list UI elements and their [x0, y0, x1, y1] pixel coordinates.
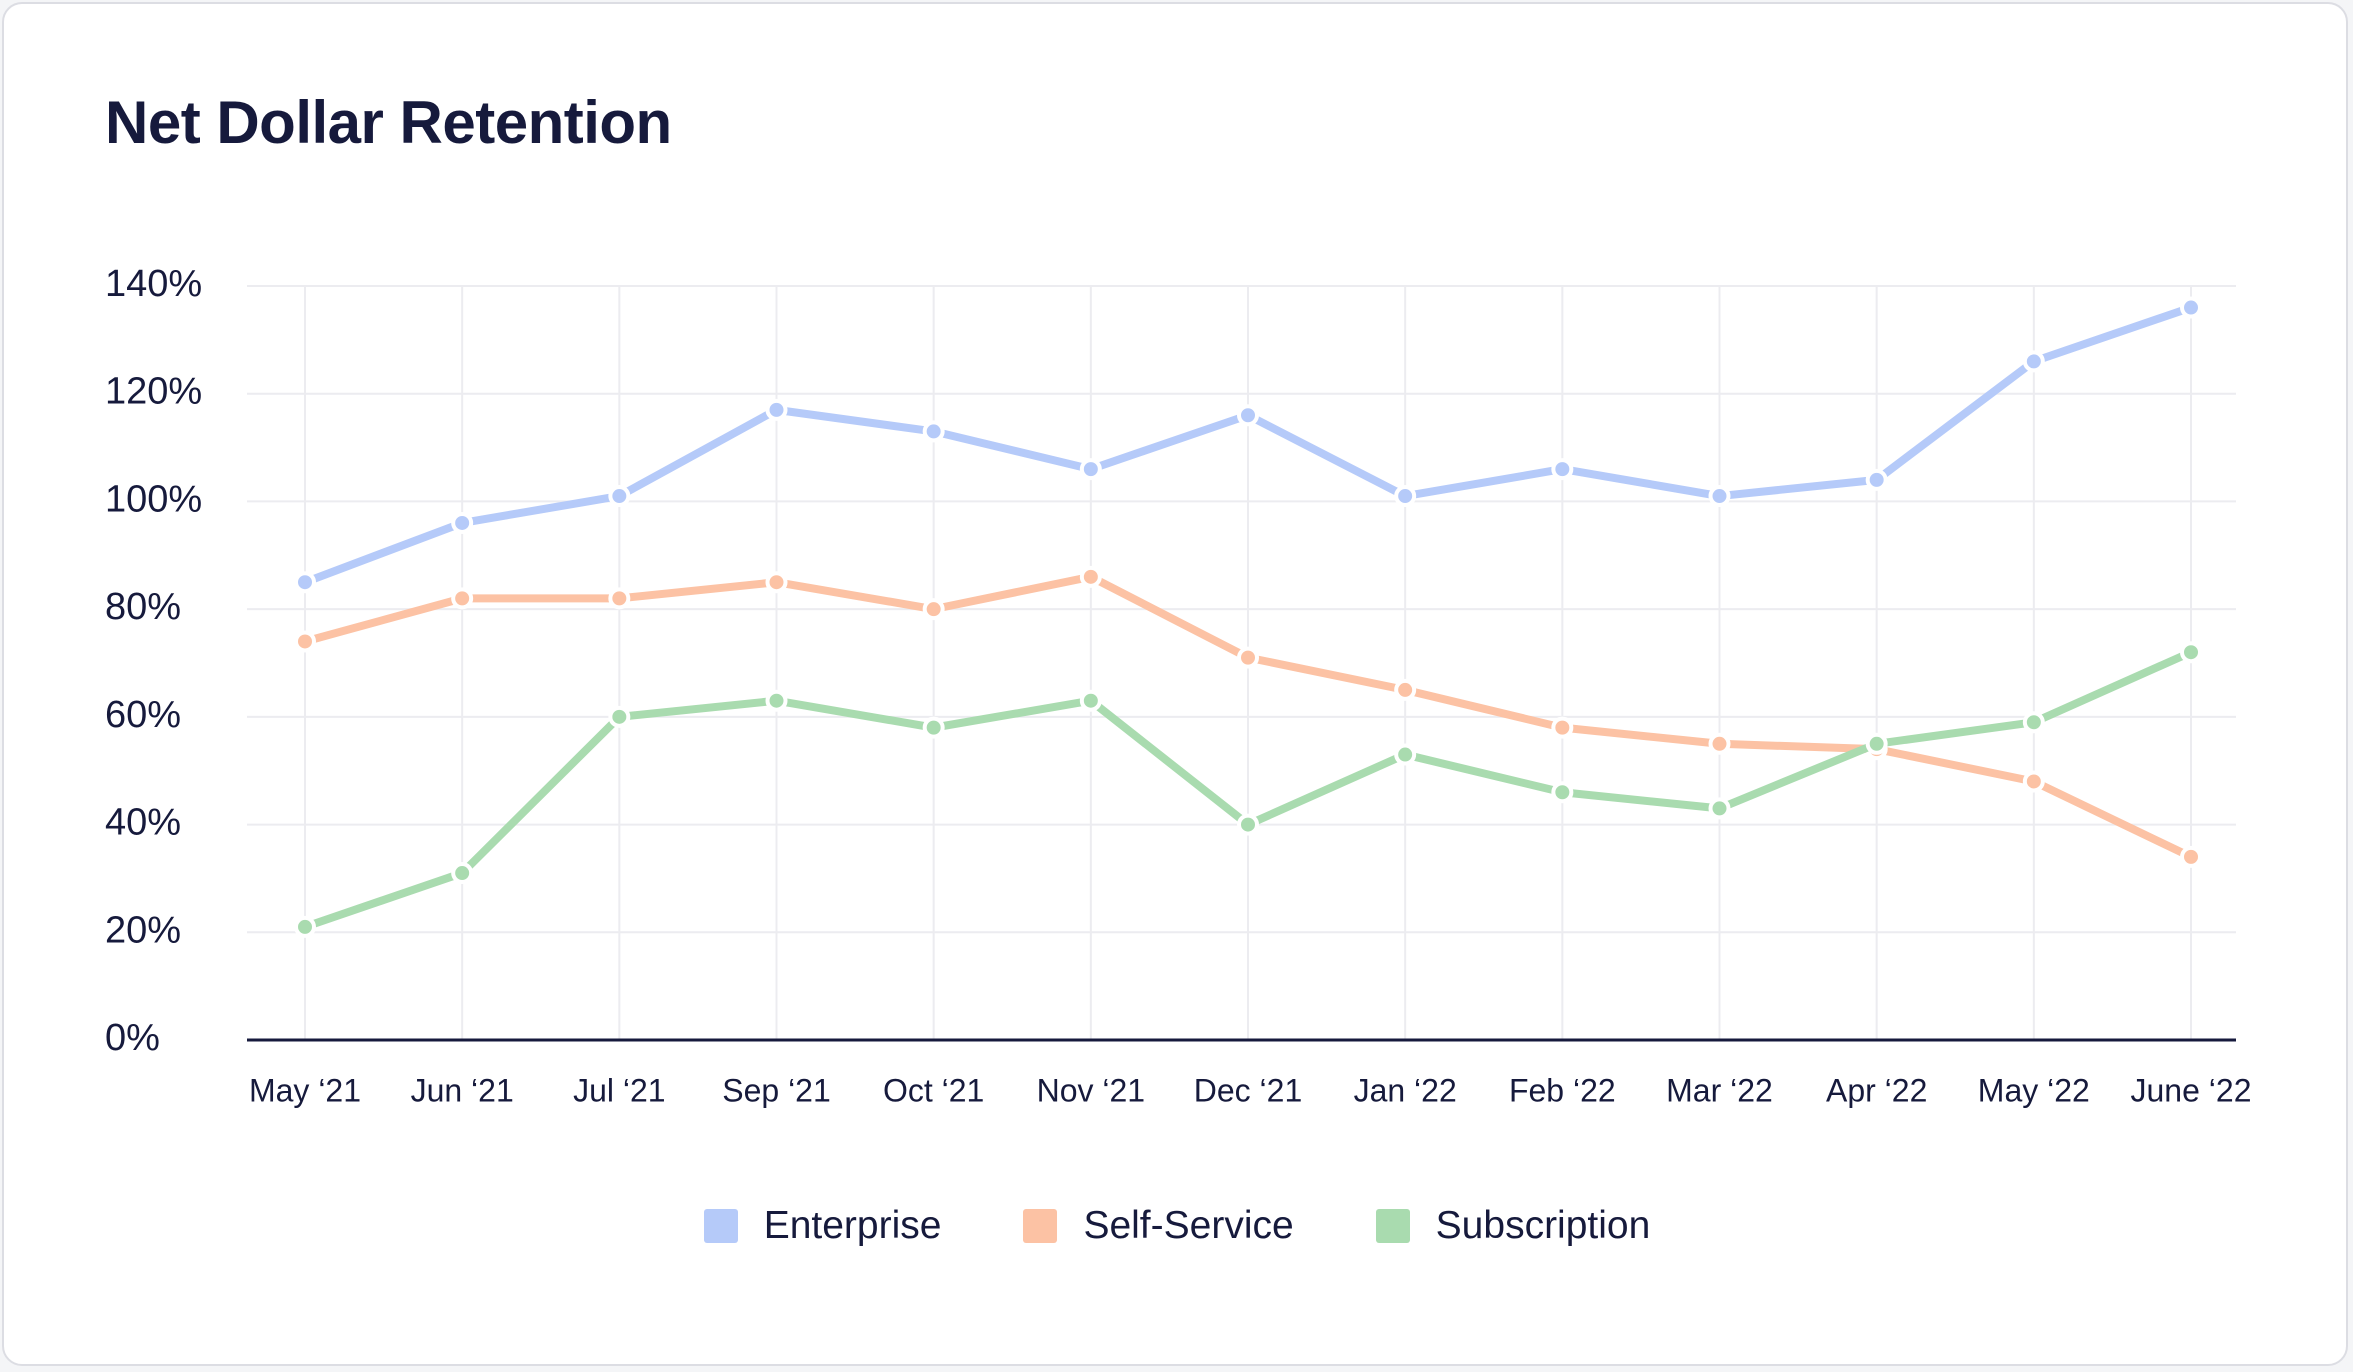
x-tick-label: Oct ‘21 — [883, 1072, 984, 1108]
data-point-enterprise — [1865, 468, 1888, 491]
x-tick-label: Sep ‘21 — [722, 1072, 831, 1108]
y-tick-label: 80% — [105, 586, 181, 628]
data-point-subscription — [1394, 743, 1417, 766]
legend-swatch — [1023, 1209, 1058, 1243]
data-point-enterprise — [451, 511, 474, 534]
legend-label: Subscription — [1435, 1204, 1651, 1247]
data-point-subscription — [922, 716, 945, 739]
data-point-subscription — [1865, 732, 1888, 755]
y-tick-label: 40% — [105, 802, 181, 844]
data-point-enterprise — [2022, 350, 2045, 373]
x-tick-label: Jun ‘21 — [411, 1072, 514, 1108]
y-tick-label: 140% — [105, 263, 202, 305]
legend-item-enterprise: Enterprise — [703, 1204, 942, 1248]
line-chart: 0% 20% 40% 60% 80% 100% 120% 140% May ‘21 Jun ‘21… — [105, 263, 2252, 1108]
data-point-enterprise — [1237, 404, 1259, 427]
data-point-enterprise — [1079, 458, 1102, 481]
data-point-enterprise — [1551, 458, 1574, 481]
legend-label: Self-Service — [1083, 1204, 1294, 1247]
data-point-enterprise — [608, 485, 631, 508]
data-point-subscription — [451, 862, 474, 885]
x-tick-label: Jul ‘21 — [573, 1072, 666, 1108]
data-point-self-service — [1551, 716, 1574, 739]
data-point-self-service — [922, 598, 945, 621]
data-point-enterprise — [922, 420, 945, 443]
data-point-self-service — [294, 630, 316, 653]
data-point-self-service — [765, 571, 788, 594]
data-point-self-service — [2022, 770, 2045, 793]
chart-title: Net Dollar Retention — [105, 89, 672, 156]
legend-swatch — [1375, 1209, 1410, 1243]
data-point-self-service — [1079, 565, 1102, 588]
legend-item-subscription: Subscription — [1375, 1204, 1651, 1248]
data-point-subscription — [1079, 689, 1102, 712]
y-tick-label: 120% — [105, 371, 202, 413]
data-point-subscription — [294, 915, 316, 938]
x-tick-label: Jan ‘22 — [1354, 1072, 1457, 1108]
chart-legend: Enterprise Self-Service Subscription — [4, 1204, 2350, 1248]
x-tick-label: May ‘21 — [249, 1072, 361, 1108]
data-point-subscription — [608, 705, 631, 728]
data-point-subscription — [2022, 711, 2045, 734]
y-tick-label: 0% — [105, 1017, 160, 1059]
data-point-enterprise — [2180, 296, 2202, 319]
series-enterprise — [294, 296, 2202, 594]
x-tick-label: Nov ‘21 — [1037, 1072, 1146, 1108]
data-point-enterprise — [1394, 485, 1417, 508]
data-point-self-service — [1237, 646, 1259, 669]
data-point-subscription — [1237, 813, 1259, 836]
legend-swatch — [703, 1209, 738, 1243]
data-point-enterprise — [1708, 485, 1731, 508]
data-point-subscription — [1708, 797, 1731, 820]
x-tick-label: Dec ‘21 — [1194, 1072, 1303, 1108]
data-point-enterprise — [765, 398, 788, 421]
series-subscription — [294, 641, 2202, 938]
data-point-self-service — [608, 587, 631, 610]
data-point-self-service — [2180, 845, 2202, 868]
data-point-subscription — [765, 689, 788, 712]
y-tick-label: 100% — [105, 478, 202, 520]
data-point-self-service — [1708, 732, 1731, 755]
legend-item-self-service: Self-Service — [1023, 1204, 1294, 1248]
data-point-subscription — [1551, 781, 1574, 804]
legend-label: Enterprise — [763, 1204, 942, 1247]
x-tick-label: Feb ‘22 — [1509, 1072, 1616, 1108]
y-tick-label: 20% — [105, 909, 181, 951]
y-tick-label: 60% — [105, 694, 181, 736]
x-tick-label: May ‘22 — [1978, 1072, 2090, 1108]
x-tick-label: Apr ‘22 — [1826, 1072, 1927, 1108]
data-point-subscription — [2180, 641, 2202, 664]
data-point-self-service — [1394, 678, 1417, 701]
x-tick-label: June ‘22 — [2131, 1072, 2252, 1108]
data-point-enterprise — [294, 571, 316, 594]
data-point-self-service — [451, 587, 474, 610]
x-tick-label: Mar ‘22 — [1666, 1072, 1773, 1108]
